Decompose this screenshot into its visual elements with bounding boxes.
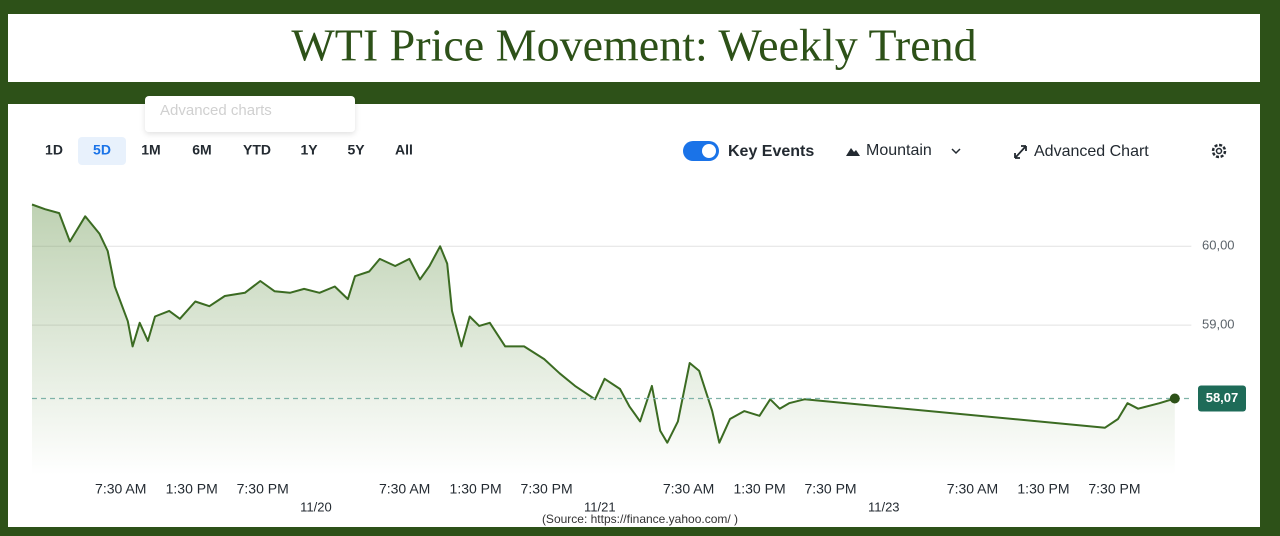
x-tick-label: 1:30 PM [733,481,785,497]
range-button[interactable]: 5D [93,142,111,158]
y-tick-label: 60,00 [1202,238,1235,253]
x-tick-label: 7:30 AM [663,481,714,497]
mountain-icon [846,148,860,156]
x-tick-label: 7:30 AM [379,481,430,497]
x-tick-label: 7:30 PM [237,481,289,497]
range-button[interactable]: 1M [141,142,160,158]
date-tick-label: 11/20 [300,499,332,514]
range-buttons: 1D 5D 1M 6M YTD 1Y 5Y All [45,137,413,165]
range-button[interactable]: 1Y [300,142,318,158]
range-button[interactable]: All [395,142,413,158]
x-tick-label: 7:30 AM [95,481,146,497]
x-tick-label: 7:30 AM [947,481,998,497]
x-tick-label: 1:30 PM [1017,481,1069,497]
expand-icon [1014,145,1027,159]
range-button[interactable]: 5Y [347,142,365,158]
date-tick-label: 11/23 [868,499,900,514]
toggle-knob [702,144,716,158]
settings-icon[interactable] [1211,143,1227,159]
plot-area: 60,00 59,00 7:30 AM 1:30 PM 7:30 PM 7:30 AM 1:… [31,203,1246,514]
price-badge [1198,385,1246,412]
price-line [31,203,1176,444]
x-tick-label: 7:30 PM [521,481,573,497]
title-banner [8,14,1260,82]
range-button[interactable]: 6M [192,142,211,158]
date-tick-label: 11/21 [584,499,616,514]
range-button[interactable]: YTD [243,142,271,158]
price-badge-label: 58,07 [1206,390,1239,405]
ghost-menu-item: Advanced charts [160,102,272,119]
advanced-chart-button[interactable]: Advanced Chart [1034,143,1149,160]
ghost-menu [145,96,355,132]
range-button[interactable]: 1D [45,142,63,158]
y-tick-label: 59,00 [1202,317,1235,332]
x-tick-label: 7:30 PM [804,481,856,497]
range-selected-bg [78,137,126,165]
source-note: (Source: https://finance.yahoo.com/ ) [542,512,738,526]
chart-style-button[interactable]: Mountain [866,142,932,159]
page-title: WTI Price Movement: Weekly Trend [291,20,976,71]
last-point [1169,393,1180,404]
key-events-label[interactable]: Key Events [728,143,814,160]
chevron-icon [951,148,961,155]
x-tick-label: 7:30 PM [1088,481,1140,497]
x-tick-label: 1:30 PM [450,481,502,497]
x-tick-label: 1:30 PM [166,481,218,497]
